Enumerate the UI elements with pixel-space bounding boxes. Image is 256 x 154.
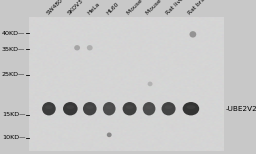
Text: 35KD—: 35KD—: [2, 47, 25, 52]
Text: 10KD—: 10KD—: [2, 135, 25, 140]
Ellipse shape: [143, 102, 155, 115]
Ellipse shape: [126, 105, 133, 109]
Ellipse shape: [103, 102, 115, 115]
Text: Rat brain: Rat brain: [187, 0, 210, 16]
Ellipse shape: [162, 102, 176, 115]
Text: Mouse skin: Mouse skin: [146, 0, 173, 16]
Ellipse shape: [148, 82, 153, 86]
Ellipse shape: [106, 105, 113, 109]
Text: -UBE2V2: -UBE2V2: [226, 106, 256, 112]
Ellipse shape: [63, 102, 78, 115]
Ellipse shape: [74, 45, 80, 51]
Ellipse shape: [83, 102, 97, 115]
Ellipse shape: [107, 132, 112, 137]
Ellipse shape: [123, 102, 137, 115]
Ellipse shape: [42, 102, 56, 115]
Ellipse shape: [86, 105, 93, 109]
Text: 40KD—: 40KD—: [2, 30, 25, 36]
Ellipse shape: [186, 105, 196, 109]
Ellipse shape: [189, 31, 196, 38]
Text: SKOV3: SKOV3: [67, 0, 84, 16]
Ellipse shape: [165, 105, 172, 109]
Text: SW480: SW480: [45, 0, 64, 16]
Ellipse shape: [45, 105, 53, 109]
Text: HeLa: HeLa: [86, 2, 101, 16]
Text: 25KD—: 25KD—: [2, 72, 25, 77]
Text: HL60: HL60: [106, 2, 120, 16]
Text: 15KD—: 15KD—: [2, 112, 25, 117]
Text: Rat liver: Rat liver: [165, 0, 186, 16]
Ellipse shape: [66, 105, 74, 109]
Ellipse shape: [183, 102, 199, 115]
Ellipse shape: [87, 45, 93, 51]
Text: Mouse liver: Mouse liver: [126, 0, 154, 16]
Ellipse shape: [146, 105, 153, 109]
